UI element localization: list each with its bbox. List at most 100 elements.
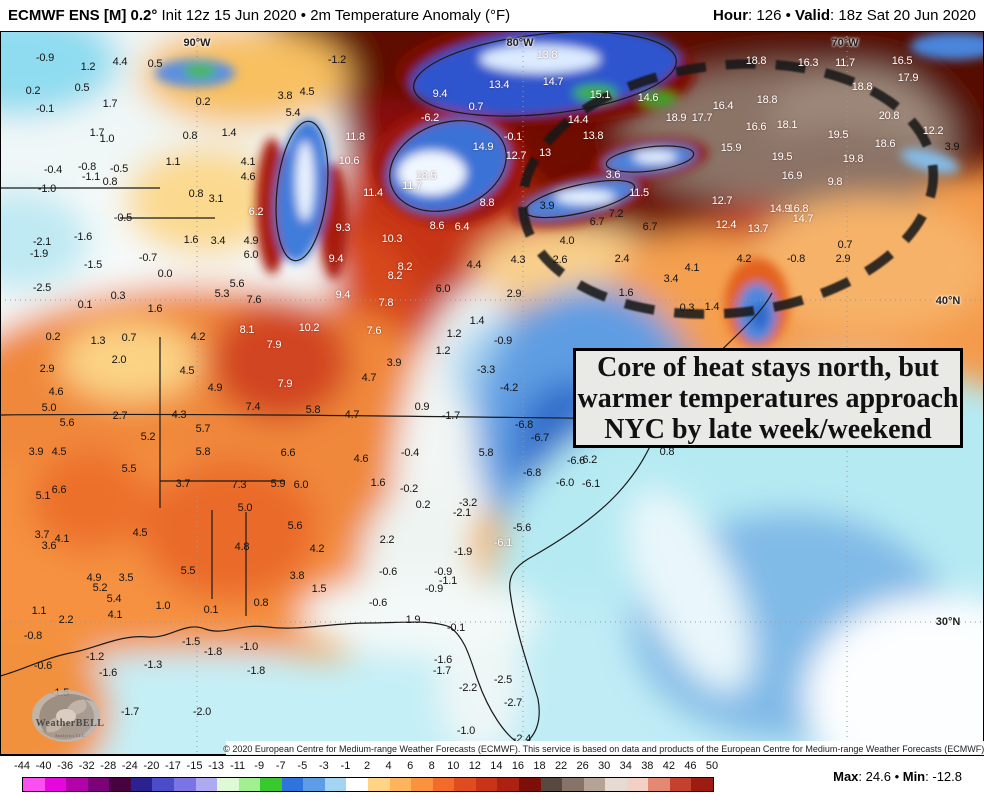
max-min-readout: Max: 24.6 • Min: -12.8 bbox=[833, 769, 962, 784]
map-title: ECMWF ENS [M] 0.2° Init 12z 15 Jun 2020 … bbox=[8, 7, 510, 24]
colorbar-cell bbox=[691, 778, 713, 791]
footer: -44 -40 -3 6 -32 -28 -24 -20 -17 -15 -13 -11 -9 -7 -5 -… bbox=[0, 755, 984, 808]
colorbar-tick-label: -20 bbox=[143, 760, 160, 772]
colorbar-tick-label: 6 bbox=[407, 760, 414, 772]
colorbar-cell bbox=[195, 778, 218, 791]
colorbar-cell bbox=[540, 778, 563, 791]
weatherbell-swirl-icon bbox=[32, 690, 100, 742]
colorbar-cell bbox=[217, 778, 239, 791]
colorbar-cell bbox=[669, 778, 692, 791]
colorbar-tick-label: 30 bbox=[598, 760, 611, 772]
colorbar-cell bbox=[497, 778, 519, 791]
max-label: Max bbox=[833, 769, 859, 784]
annotation-text: Core of heat stays north, but warmer temp… bbox=[576, 352, 960, 445]
weatherbell-sub: Analytics LLC bbox=[54, 733, 86, 738]
colorbar-cell bbox=[303, 778, 325, 791]
colorbar-tick-label: -3 bbox=[318, 760, 329, 772]
colorbar-tick-label: 12 bbox=[468, 760, 481, 772]
header-validity: Hour: 126 • Valid: 18z Sat 20 Jun 2020 bbox=[713, 7, 976, 24]
colorbar-tick-label: 2 bbox=[363, 760, 371, 772]
colorbar-cell bbox=[281, 778, 304, 791]
colorbar-tick-label: 22 bbox=[554, 760, 568, 772]
hour-value: 126 bbox=[756, 7, 782, 24]
colorbar-tick-label: -9 bbox=[254, 760, 265, 772]
colorbar-cell bbox=[23, 778, 45, 791]
colorbar-cell bbox=[648, 778, 670, 791]
colorbar-tick-label: -28 bbox=[100, 760, 117, 772]
colorbar-cell bbox=[346, 778, 368, 791]
colorbar-cell bbox=[44, 778, 67, 791]
colorbar-tick-label: 34 bbox=[619, 760, 632, 772]
colorbar-tick-label: 46 bbox=[684, 760, 697, 772]
colorbar-cell bbox=[66, 778, 88, 791]
colorbar-tick-label: -32 bbox=[78, 760, 95, 772]
colorbar-tick-label: -17 bbox=[164, 760, 181, 772]
valid-label: Valid bbox=[795, 7, 831, 24]
annotation-line: NYC by late week/weekend bbox=[604, 413, 932, 445]
colorbar-tick-label: -24 bbox=[121, 760, 138, 772]
colorbar-cell bbox=[518, 778, 541, 791]
colorbar-tick-label: 10 bbox=[447, 760, 460, 772]
colorbar-ticks: -44 -40 -3 6 -32 -28 -24 -20 -17 -15 -13 -11 -9 -7 -5 -… bbox=[0, 760, 984, 773]
colorbar-cell bbox=[260, 778, 282, 791]
colorbar-cell bbox=[583, 778, 606, 791]
colorbar-tick-label: -13 bbox=[208, 760, 225, 772]
separator: • bbox=[781, 7, 796, 24]
colorbar-tick-label: 8 bbox=[428, 760, 435, 772]
copyright-text: © 2020 European Centre for Medium-range … bbox=[223, 743, 984, 754]
colorbar-tick-label: 16 bbox=[511, 760, 525, 772]
annotation-line: Core of heat stays north, but bbox=[597, 351, 939, 383]
map-title-model: ECMWF ENS [M] 0.2° bbox=[8, 7, 158, 24]
colorbar-cell bbox=[238, 778, 261, 791]
colorbar-tick-label: 26 bbox=[576, 760, 589, 772]
separator: : bbox=[748, 7, 757, 24]
colorbar-cell bbox=[324, 778, 347, 791]
colorbar-cell bbox=[173, 778, 196, 791]
separator: : bbox=[858, 769, 866, 784]
annotation-line: warmer temperatures approach bbox=[577, 382, 959, 414]
copyright-bar: © 2020 European Centre for Medium-range … bbox=[223, 741, 984, 756]
max-value: 24.6 bbox=[865, 769, 891, 784]
graticule-lines bbox=[0, 31, 984, 755]
colorbar-tick-label: -5 bbox=[297, 760, 308, 772]
colorbar-cell bbox=[87, 778, 110, 791]
colorbar-cell bbox=[432, 778, 455, 791]
colorbar-tick-label: -44 bbox=[14, 760, 30, 772]
colorbar-tick-label: 42 bbox=[662, 760, 675, 772]
min-label: Min bbox=[902, 769, 926, 784]
hour-label: Hour bbox=[713, 7, 749, 24]
colorbar-cell bbox=[109, 778, 131, 791]
colorbar-tick-label: -1 bbox=[340, 760, 351, 772]
colorbar-cell bbox=[454, 778, 476, 791]
header: ECMWF ENS [M] 0.2° Init 12z 15 Jun 2020 … bbox=[0, 0, 984, 31]
colorbar-cell bbox=[389, 778, 412, 791]
min-value: -12.8 bbox=[932, 769, 962, 784]
colorbar-tick-label: -40 bbox=[35, 760, 52, 772]
colorbar-cell bbox=[368, 778, 390, 791]
colorbar-tick-label: 50 bbox=[705, 760, 719, 772]
colorbar-tick-label: 38 bbox=[641, 760, 654, 772]
colorbar-cell bbox=[130, 778, 153, 791]
colorbar-tick-label: 18 bbox=[533, 760, 546, 772]
colorbar-tick-label: 4 bbox=[385, 760, 392, 772]
map-title-detail: Init 12z 15 Jun 2020 • 2m Temperature An… bbox=[157, 7, 511, 24]
colorbar-cell bbox=[562, 778, 584, 791]
separator: : bbox=[925, 769, 933, 784]
separator: : bbox=[830, 7, 839, 24]
weatherbell-logo: WeatherBELL Analytics LLC bbox=[18, 688, 122, 746]
weatherbell-wordmark: WeatherBELL Analytics LLC bbox=[18, 718, 122, 740]
colorbar-cell bbox=[626, 778, 649, 791]
colorbar-cell bbox=[411, 778, 433, 791]
colorbar-cell bbox=[605, 778, 627, 791]
colorbar bbox=[22, 777, 714, 792]
lakes-layer bbox=[155, 31, 984, 348]
coastline bbox=[0, 292, 773, 746]
separator: • bbox=[890, 769, 903, 784]
colorbar-tick-label: -11 bbox=[230, 760, 246, 772]
boundary-lines bbox=[0, 31, 773, 746]
colorbar-cell bbox=[475, 778, 498, 791]
colorbar-tick-label: -15 bbox=[186, 760, 203, 772]
colorbar-tick-label: -7 bbox=[275, 760, 286, 772]
weatherbell-brand: WeatherBELL bbox=[35, 718, 105, 729]
